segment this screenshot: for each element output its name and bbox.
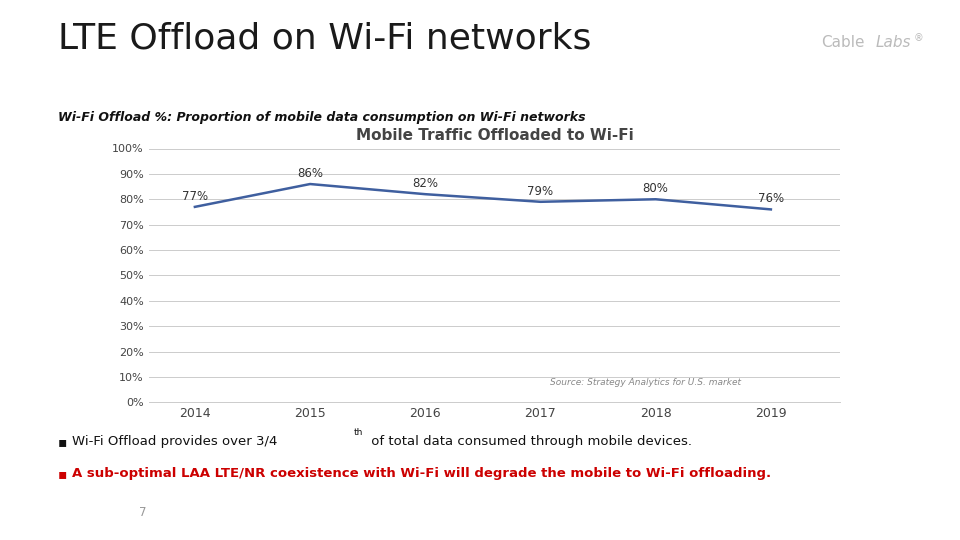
- Text: Wi-Fi Offload %: Proportion of mobile data consumption on Wi-Fi networks: Wi-Fi Offload %: Proportion of mobile da…: [58, 111, 586, 124]
- Text: 86%: 86%: [297, 167, 324, 180]
- Text: Wi-Fi Offload provides over 3/4: Wi-Fi Offload provides over 3/4: [72, 435, 277, 448]
- Text: A sub-optimal LAA LTE/NR coexistence with Wi-Fi will degrade the mobile to Wi-Fi: A sub-optimal LAA LTE/NR coexistence wit…: [72, 467, 771, 480]
- Text: 80%: 80%: [643, 182, 668, 195]
- Text: 82%: 82%: [412, 177, 439, 190]
- Text: ®: ®: [914, 33, 924, 44]
- Text: 77%: 77%: [181, 190, 208, 203]
- Text: 79%: 79%: [527, 185, 554, 198]
- Text: th: th: [353, 428, 363, 437]
- Text: 7: 7: [139, 507, 147, 519]
- Text: LTE Offload on Wi-Fi networks: LTE Offload on Wi-Fi networks: [58, 22, 591, 56]
- Text: Labs: Labs: [876, 35, 911, 50]
- Text: ▪: ▪: [58, 467, 67, 481]
- Text: 76%: 76%: [757, 192, 784, 205]
- Text: of total data consumed through mobile devices.: of total data consumed through mobile de…: [367, 435, 692, 448]
- Text: Source: Strategy Analytics for U.S. market: Source: Strategy Analytics for U.S. mark…: [550, 378, 741, 387]
- Text: Cable: Cable: [821, 35, 864, 50]
- Text: ▪: ▪: [58, 435, 67, 449]
- Title: Mobile Traffic Offloaded to Wi-Fi: Mobile Traffic Offloaded to Wi-Fi: [355, 128, 634, 143]
